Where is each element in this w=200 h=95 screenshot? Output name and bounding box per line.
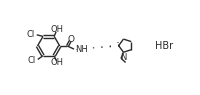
Text: HBr: HBr — [155, 41, 173, 51]
Text: NH: NH — [75, 45, 88, 54]
Text: Cl: Cl — [27, 30, 35, 39]
Text: Cl: Cl — [28, 56, 36, 65]
Text: N: N — [120, 53, 127, 62]
Text: OH: OH — [50, 25, 63, 34]
Text: ···: ··· — [115, 39, 122, 48]
Text: OH: OH — [50, 58, 63, 67]
Text: O: O — [67, 35, 74, 44]
